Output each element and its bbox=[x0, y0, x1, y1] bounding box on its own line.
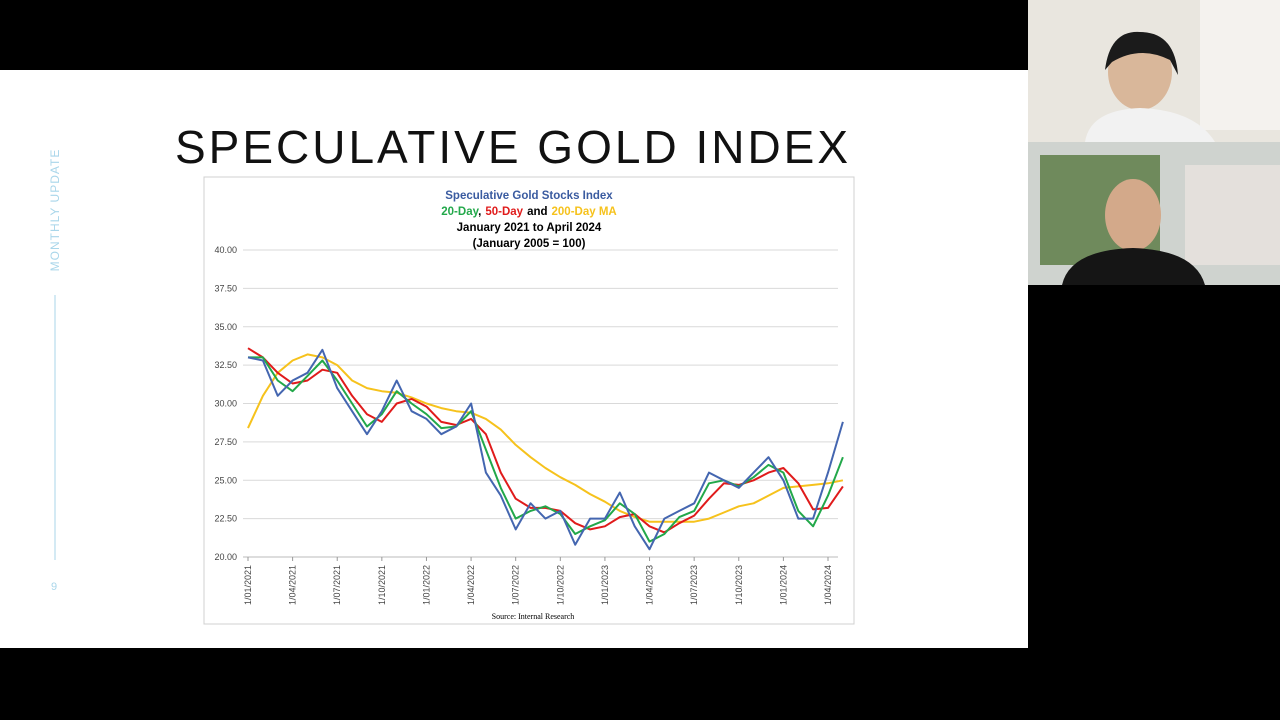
chart-subtitle: 20-Day, 50-Day and 200-Day MA bbox=[441, 206, 616, 218]
x-tick-label: 1/01/2024 bbox=[778, 565, 788, 605]
webcam-shelf bbox=[1185, 165, 1280, 265]
webcam-face bbox=[1105, 179, 1161, 251]
y-tick-label: 22.50 bbox=[214, 514, 237, 524]
chart-subtitle: (January 2005 = 100) bbox=[473, 238, 586, 250]
x-tick-label: 1/07/2023 bbox=[689, 565, 699, 605]
y-tick-label: 30.00 bbox=[214, 399, 237, 409]
y-tick-label: 25.00 bbox=[214, 475, 237, 485]
subtitle-part: 50-Day bbox=[485, 206, 523, 218]
x-tick-label: 1/04/2021 bbox=[288, 565, 298, 605]
slide-title: SPECULATIVE GOLD INDEX bbox=[175, 121, 851, 173]
plot: 20.00 22.50 25.00 27.50 30.00 32.50 35.00 37.50… bbox=[214, 245, 844, 605]
subtitle-part: , bbox=[478, 206, 481, 218]
side-label: MONTHLY UPDATE bbox=[48, 149, 62, 272]
subtitle-part: and bbox=[527, 206, 547, 218]
webcam-hair bbox=[1105, 31, 1178, 75]
x-tick-label: 1/07/2021 bbox=[332, 565, 342, 605]
subtitle-part: 20-Day bbox=[441, 206, 479, 218]
x-tick-label: 1/04/2023 bbox=[645, 565, 655, 605]
x-tick-label: 1/10/2023 bbox=[734, 565, 744, 605]
x-tick-label: 1/10/2021 bbox=[377, 565, 387, 605]
chart-source: Source: Internal Research bbox=[492, 612, 575, 621]
x-tick-label: 1/07/2022 bbox=[511, 565, 521, 605]
subtitle-part: 200-Day MA bbox=[552, 206, 617, 218]
webcam-door bbox=[1200, 0, 1280, 130]
chart-subtitle: January 2021 to April 2024 bbox=[457, 222, 602, 234]
webcam-shirt bbox=[1062, 248, 1205, 285]
y-tick-label: 37.50 bbox=[214, 283, 237, 293]
series-line bbox=[247, 348, 844, 551]
y-tick-label: 27.50 bbox=[214, 437, 237, 447]
webcam-shirt bbox=[1085, 108, 1215, 142]
page-number: 9 bbox=[51, 581, 57, 593]
x-tick-label: 1/01/2021 bbox=[243, 565, 253, 605]
x-tick-label: 1/04/2022 bbox=[466, 565, 476, 605]
x-tick-label: 1/10/2022 bbox=[555, 565, 565, 605]
x-tick-label: 1/04/2024 bbox=[823, 565, 833, 605]
y-tick-label: 20.00 bbox=[214, 552, 237, 562]
x-tick-label: 1/01/2023 bbox=[600, 565, 610, 605]
x-tick-label: 1/01/2022 bbox=[421, 565, 431, 605]
y-tick-label: 32.50 bbox=[214, 360, 237, 370]
chart-title: Speculative Gold Stocks Index bbox=[445, 190, 613, 202]
series-line bbox=[247, 353, 844, 523]
y-tick-label: 40.00 bbox=[214, 245, 237, 255]
y-tick-label: 35.00 bbox=[214, 322, 237, 332]
chart-frame bbox=[203, 176, 855, 625]
